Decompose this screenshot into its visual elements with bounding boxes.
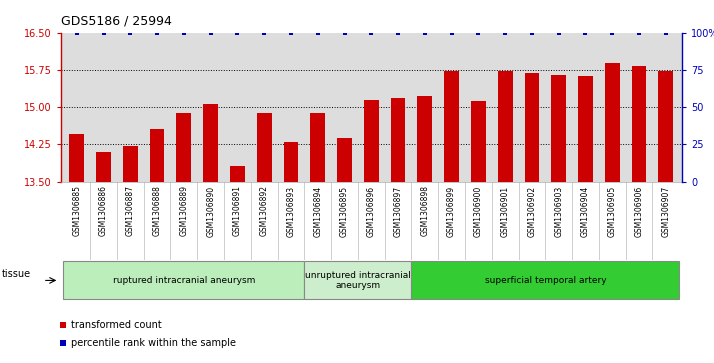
- Bar: [605, 64, 620, 363]
- Text: ruptured intracranial aneurysm: ruptured intracranial aneurysm: [113, 276, 255, 285]
- Bar: [418, 96, 432, 363]
- Bar: [578, 76, 593, 363]
- Text: tissue: tissue: [1, 269, 31, 279]
- Bar: [230, 166, 245, 363]
- Bar: [283, 142, 298, 363]
- Text: GSM1306900: GSM1306900: [474, 185, 483, 237]
- Text: GSM1306886: GSM1306886: [99, 185, 108, 236]
- Text: GSM1306892: GSM1306892: [260, 185, 268, 236]
- Text: GSM1306887: GSM1306887: [126, 185, 135, 236]
- Bar: [150, 129, 164, 363]
- Bar: [498, 72, 513, 363]
- Text: GSM1306904: GSM1306904: [581, 185, 590, 237]
- Text: GDS5186 / 25994: GDS5186 / 25994: [61, 15, 171, 28]
- Bar: [176, 113, 191, 363]
- Bar: [311, 113, 325, 363]
- Text: GSM1306896: GSM1306896: [367, 185, 376, 237]
- Text: superficial temporal artery: superficial temporal artery: [485, 276, 606, 285]
- Text: GSM1306901: GSM1306901: [501, 185, 510, 237]
- Text: transformed count: transformed count: [71, 320, 162, 330]
- Bar: [471, 101, 486, 363]
- Text: GSM1306897: GSM1306897: [393, 185, 403, 237]
- Bar: [364, 100, 378, 363]
- Text: GSM1306907: GSM1306907: [661, 185, 670, 237]
- Text: GSM1306898: GSM1306898: [421, 185, 429, 236]
- Bar: [658, 72, 673, 363]
- Bar: [551, 75, 566, 363]
- Text: GSM1306903: GSM1306903: [554, 185, 563, 237]
- Text: GSM1306891: GSM1306891: [233, 185, 242, 236]
- Bar: [69, 134, 84, 363]
- Text: GSM1306894: GSM1306894: [313, 185, 322, 237]
- Bar: [337, 138, 352, 363]
- Text: GSM1306888: GSM1306888: [153, 185, 161, 236]
- Text: GSM1306906: GSM1306906: [635, 185, 643, 237]
- Text: GSM1306895: GSM1306895: [340, 185, 349, 237]
- Text: GSM1306885: GSM1306885: [72, 185, 81, 236]
- Text: GSM1306893: GSM1306893: [286, 185, 296, 237]
- Bar: [525, 73, 539, 363]
- Text: GSM1306889: GSM1306889: [179, 185, 188, 236]
- Bar: [391, 98, 406, 363]
- Bar: [123, 146, 138, 363]
- Bar: [632, 66, 646, 363]
- Text: percentile rank within the sample: percentile rank within the sample: [71, 338, 236, 348]
- Bar: [444, 72, 459, 363]
- Bar: [257, 113, 271, 363]
- Text: GSM1306899: GSM1306899: [447, 185, 456, 237]
- Text: GSM1306905: GSM1306905: [608, 185, 617, 237]
- Text: GSM1306902: GSM1306902: [528, 185, 536, 237]
- Text: unruptured intracranial
aneurysm: unruptured intracranial aneurysm: [305, 271, 411, 290]
- Text: GSM1306890: GSM1306890: [206, 185, 215, 237]
- Bar: [96, 152, 111, 363]
- Bar: [203, 103, 218, 363]
